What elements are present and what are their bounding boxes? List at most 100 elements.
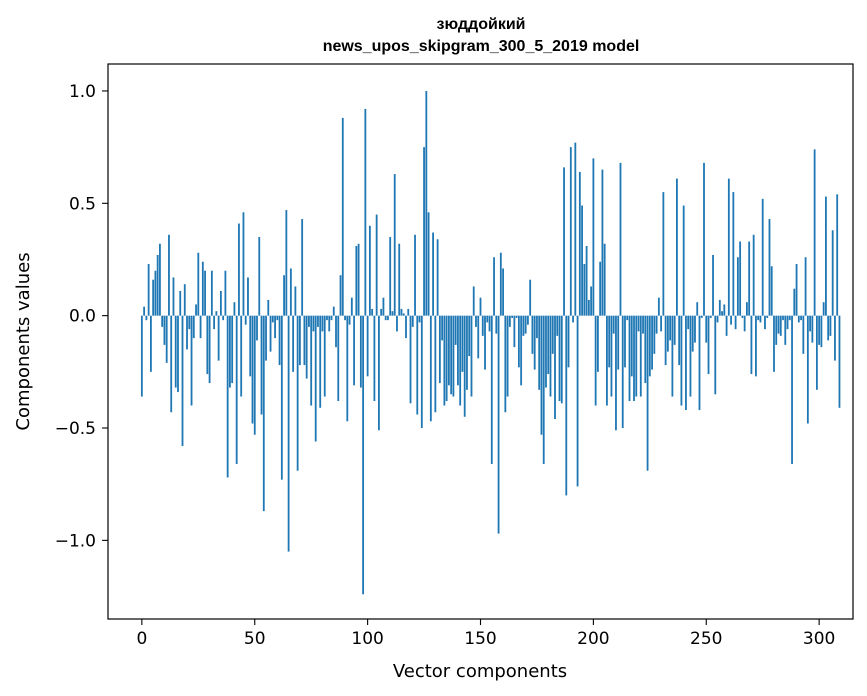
bar-298 <box>813 149 816 316</box>
bar-76 <box>312 315 315 332</box>
bar-149 <box>477 315 480 359</box>
x-tick-label: 250 <box>690 629 722 649</box>
bar-278 <box>768 219 771 316</box>
bar-114 <box>398 243 401 316</box>
bar-141 <box>459 315 462 406</box>
bar-238 <box>678 315 681 366</box>
bar-190 <box>569 147 572 316</box>
bar-213 <box>621 315 624 429</box>
bar-11 <box>165 315 168 363</box>
bar-262 <box>732 192 735 316</box>
bar-223 <box>644 315 647 384</box>
bar-98 <box>362 315 365 595</box>
bar-77 <box>314 315 317 442</box>
ticks-group: 0 50 100 150 200 250 300 −1.0 −0.5 0.0 0.5 1.0 <box>55 82 836 649</box>
bar-88 <box>339 275 342 316</box>
bar-95 <box>355 246 358 316</box>
bar-100 <box>366 315 369 377</box>
bar-246 <box>696 302 699 316</box>
bar-44 <box>240 315 243 397</box>
bar-242 <box>687 315 690 330</box>
bar-184 <box>556 315 559 336</box>
bar-16 <box>177 315 179 393</box>
bar-108 <box>384 315 387 321</box>
bar-203 <box>599 261 602 316</box>
bar-265 <box>739 241 742 316</box>
bar-68 <box>294 286 297 316</box>
bar-25 <box>197 252 200 316</box>
bar-209 <box>612 315 615 334</box>
bar-199 <box>590 286 593 316</box>
bar-181 <box>549 315 552 397</box>
bar-85 <box>332 306 335 316</box>
bar-215 <box>626 315 629 321</box>
bar-153 <box>486 315 489 323</box>
bar-167 <box>517 315 520 368</box>
bar-33 <box>215 311 218 316</box>
bar-48 <box>249 315 252 377</box>
bar-2 <box>145 315 148 321</box>
bar-248 <box>700 315 703 318</box>
x-tick-label: 100 <box>351 629 383 649</box>
bar-308 <box>836 194 839 316</box>
bar-147 <box>472 286 475 316</box>
bar-17 <box>179 290 182 316</box>
bar-272 <box>755 315 757 377</box>
bar-58 <box>271 315 274 323</box>
bar-305 <box>829 315 832 336</box>
bar-104 <box>375 214 378 316</box>
bar-27 <box>201 261 204 316</box>
bar-93 <box>350 297 353 316</box>
bar-41 <box>233 302 236 316</box>
y-axis-label: Components values <box>13 252 34 430</box>
bar-117 <box>405 315 407 339</box>
bar-135 <box>445 315 448 402</box>
bar-140 <box>457 315 459 386</box>
bar-294 <box>804 257 807 316</box>
chart-title: зюддойкий <box>436 16 525 33</box>
bar-239 <box>680 315 683 406</box>
bar-160 <box>502 268 504 316</box>
bar-12 <box>168 234 170 316</box>
bar-146 <box>470 315 473 397</box>
bar-247 <box>698 315 701 411</box>
bar-222 <box>642 315 644 334</box>
bar-286 <box>786 315 789 330</box>
bar-74 <box>308 315 310 327</box>
bar-281 <box>775 315 778 345</box>
bar-121 <box>414 234 416 316</box>
bar-235 <box>671 315 674 397</box>
bar-207 <box>608 315 611 368</box>
bar-110 <box>389 237 392 316</box>
bar-156 <box>493 257 495 316</box>
bar-271 <box>752 234 755 316</box>
bar-251 <box>707 315 710 375</box>
bars-group <box>140 90 841 595</box>
x-tick-label: 50 <box>244 629 266 649</box>
bar-29 <box>206 315 209 375</box>
x-axis-label: Vector components <box>393 661 567 682</box>
bar-92 <box>348 315 351 325</box>
bar-131 <box>436 239 439 316</box>
bar-257 <box>721 311 723 316</box>
bar-250 <box>705 315 708 343</box>
bar-285 <box>784 315 787 345</box>
bar-273 <box>757 315 760 321</box>
bar-128 <box>429 315 432 422</box>
bar-186 <box>560 315 563 404</box>
bar-24 <box>195 304 197 316</box>
bar-60 <box>276 315 279 321</box>
bar-189 <box>567 315 570 368</box>
bar-228 <box>655 315 658 334</box>
bar-113 <box>396 315 398 332</box>
bar-202 <box>596 315 599 372</box>
bar-211 <box>617 315 620 370</box>
bar-234 <box>669 315 672 341</box>
bar-254 <box>714 315 717 395</box>
bar-31 <box>210 270 213 316</box>
bar-268 <box>745 302 748 316</box>
bar-165 <box>513 315 516 348</box>
bar-80 <box>321 315 324 332</box>
bar-99 <box>364 108 367 316</box>
bar-231 <box>662 192 665 316</box>
